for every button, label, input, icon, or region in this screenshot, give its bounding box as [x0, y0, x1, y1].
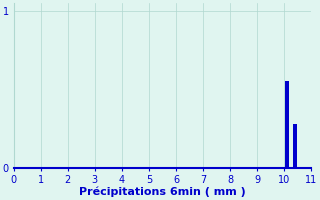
X-axis label: Précipitations 6min ( mm ): Précipitations 6min ( mm ): [79, 187, 246, 197]
Bar: [293, 124, 297, 168]
Bar: [285, 81, 289, 168]
